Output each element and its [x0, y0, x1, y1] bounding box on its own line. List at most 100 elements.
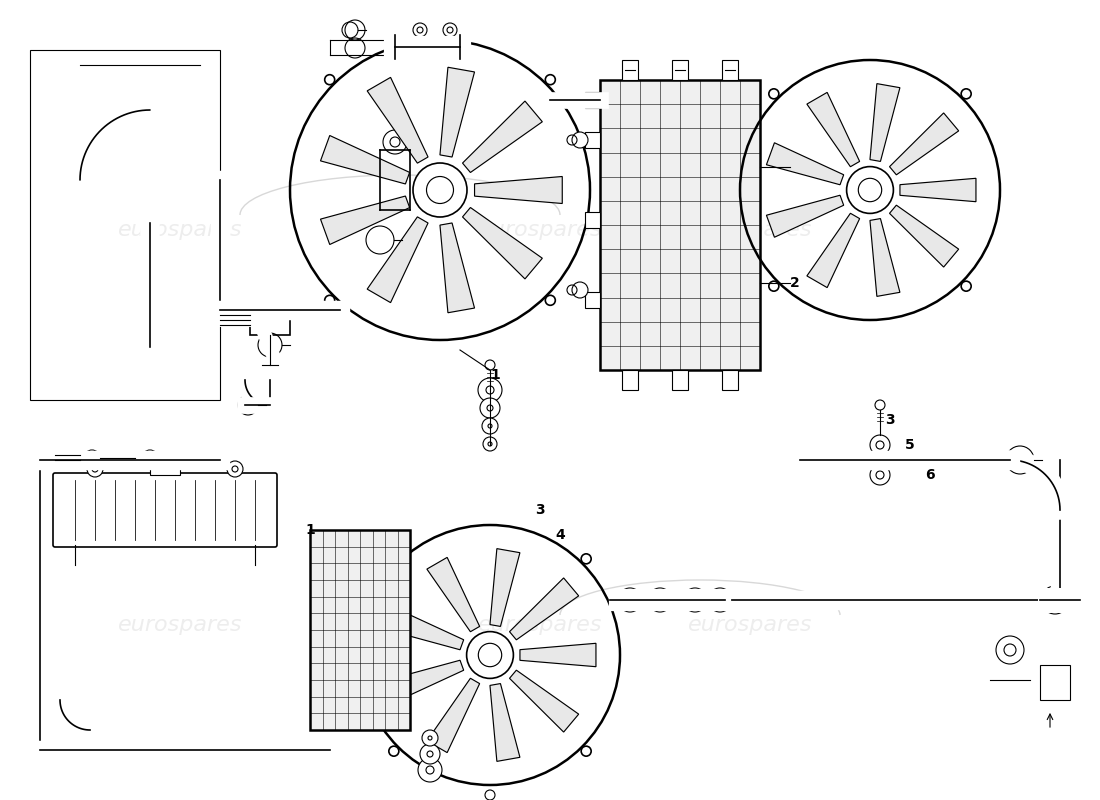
Text: eurospares: eurospares [477, 220, 603, 240]
Polygon shape [870, 218, 900, 296]
Text: 4: 4 [556, 528, 565, 542]
Polygon shape [767, 195, 844, 238]
Circle shape [227, 461, 243, 477]
Text: eurospares: eurospares [118, 615, 242, 635]
Circle shape [488, 424, 492, 428]
Circle shape [447, 27, 453, 33]
Circle shape [546, 74, 556, 85]
Circle shape [486, 386, 494, 394]
Text: eurospares: eurospares [688, 615, 812, 635]
Circle shape [715, 595, 725, 605]
Circle shape [428, 736, 432, 740]
Text: 6: 6 [925, 468, 935, 482]
Circle shape [418, 758, 442, 782]
Polygon shape [807, 214, 859, 288]
Circle shape [581, 746, 591, 756]
Polygon shape [367, 217, 428, 302]
Polygon shape [490, 683, 520, 762]
Circle shape [466, 632, 514, 678]
Bar [600, 80, 760, 370]
Circle shape [870, 465, 890, 485]
Text: eurospares: eurospares [477, 615, 603, 635]
Text: 2: 2 [790, 276, 800, 290]
Circle shape [390, 137, 400, 147]
Circle shape [412, 163, 468, 217]
Circle shape [383, 130, 407, 154]
Circle shape [485, 360, 495, 370]
Circle shape [961, 281, 971, 291]
Bar [585, 92, 600, 108]
Circle shape [847, 166, 893, 214]
Circle shape [485, 790, 495, 800]
Circle shape [89, 455, 95, 461]
Circle shape [483, 437, 497, 451]
Circle shape [92, 466, 98, 472]
Polygon shape [386, 608, 464, 650]
Polygon shape [900, 178, 976, 202]
Circle shape [572, 282, 588, 298]
Polygon shape [386, 660, 464, 702]
Polygon shape [367, 78, 428, 163]
Text: 3: 3 [536, 503, 544, 517]
Text: 5: 5 [905, 438, 915, 452]
Circle shape [769, 281, 779, 291]
Circle shape [876, 441, 884, 449]
Polygon shape [462, 101, 542, 173]
Circle shape [572, 132, 588, 148]
Polygon shape [520, 643, 596, 666]
Text: 1: 1 [491, 368, 499, 382]
Circle shape [1041, 586, 1069, 614]
Bar [621, 60, 638, 80]
Circle shape [412, 23, 427, 37]
Text: 1: 1 [305, 523, 315, 537]
Text: eurospares: eurospares [118, 220, 242, 240]
Circle shape [422, 730, 438, 746]
Polygon shape [427, 678, 480, 753]
Bar [150, 463, 180, 475]
Polygon shape [890, 113, 959, 175]
Circle shape [426, 766, 434, 774]
Circle shape [142, 450, 158, 466]
Polygon shape [462, 207, 542, 279]
Circle shape [443, 23, 456, 37]
Circle shape [1004, 644, 1016, 656]
Polygon shape [890, 205, 959, 267]
Polygon shape [474, 177, 562, 203]
Circle shape [388, 554, 399, 564]
Bar [722, 60, 738, 80]
Circle shape [769, 89, 779, 99]
Text: eurospares: eurospares [688, 220, 812, 240]
Bar [585, 132, 600, 148]
Circle shape [232, 466, 238, 472]
Circle shape [654, 595, 666, 605]
Circle shape [147, 455, 153, 461]
Polygon shape [870, 84, 900, 162]
Polygon shape [509, 578, 579, 640]
Circle shape [648, 588, 672, 612]
Circle shape [961, 89, 971, 99]
Polygon shape [807, 92, 859, 166]
Circle shape [690, 595, 700, 605]
Bar [585, 292, 600, 308]
Polygon shape [440, 67, 474, 157]
Circle shape [581, 554, 591, 564]
Circle shape [488, 442, 492, 446]
Bar [250, 305, 290, 335]
Bar [585, 212, 600, 228]
Polygon shape [440, 223, 474, 313]
Circle shape [708, 588, 732, 612]
Bar [722, 370, 738, 390]
Bar [672, 370, 688, 390]
Circle shape [874, 400, 886, 410]
Circle shape [482, 418, 498, 434]
Circle shape [625, 595, 635, 605]
Polygon shape [427, 558, 480, 632]
Bar [672, 60, 688, 80]
Circle shape [388, 746, 399, 756]
Circle shape [324, 74, 334, 85]
Circle shape [876, 471, 884, 479]
Circle shape [478, 378, 502, 402]
Circle shape [870, 435, 890, 455]
Circle shape [427, 751, 433, 757]
Bar [310, 530, 410, 730]
